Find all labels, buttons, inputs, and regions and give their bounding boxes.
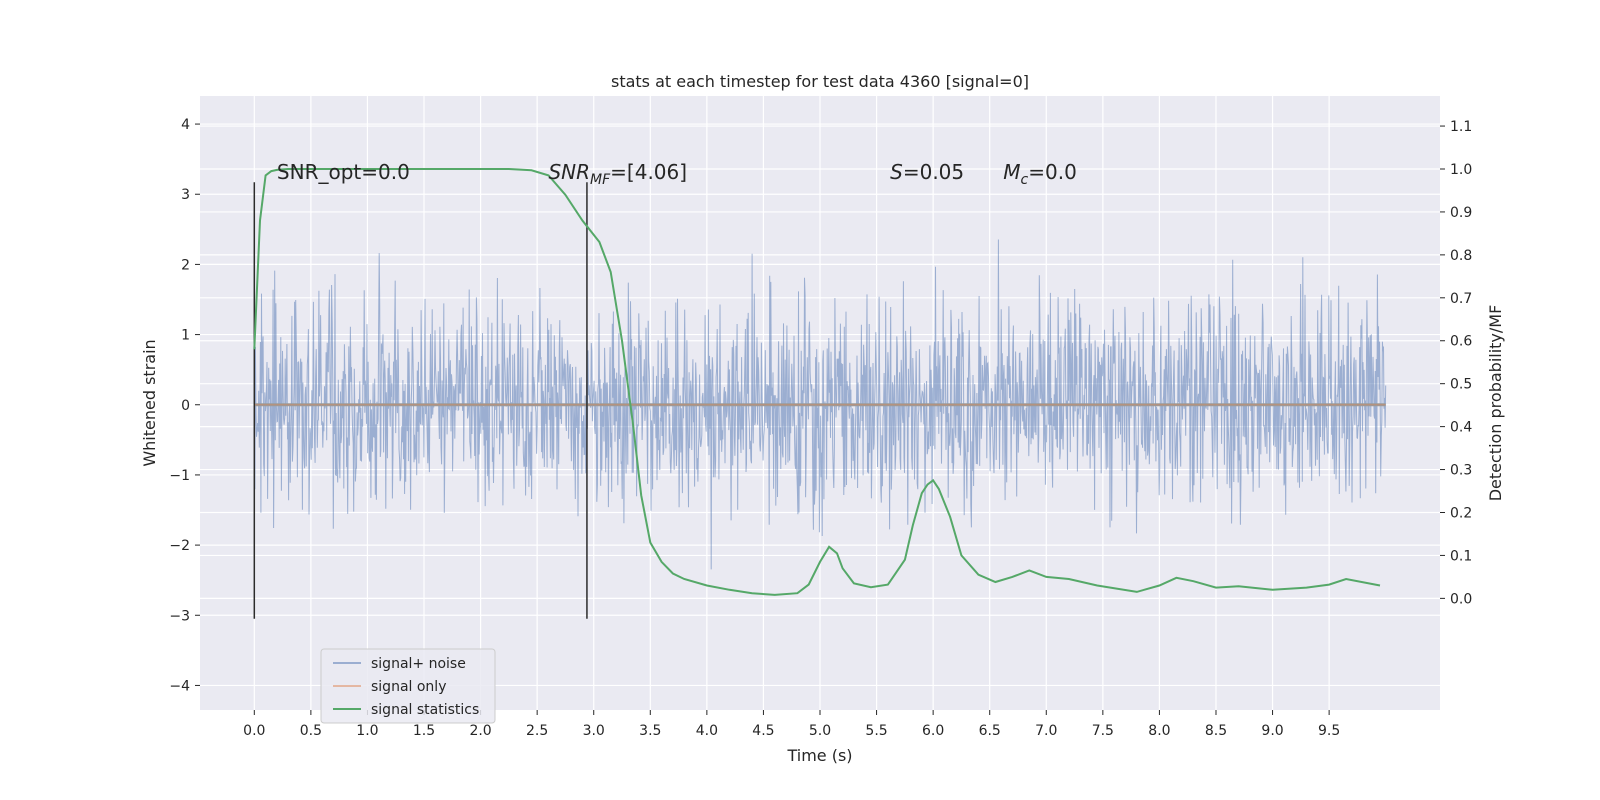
annotation-snr-mf: SNRMF=[4.06] bbox=[548, 160, 687, 188]
x-tick-label: 1.0 bbox=[356, 723, 378, 739]
x-tick-label: 0.5 bbox=[300, 723, 322, 739]
y-right-tick-label: 0.0 bbox=[1450, 591, 1472, 607]
y-tick-label: 1 bbox=[181, 328, 190, 344]
annotation-snr-opt: SNR_opt=0.0 bbox=[277, 160, 410, 184]
legend-box bbox=[320, 648, 496, 724]
x-tick-label: 6.5 bbox=[979, 723, 1001, 739]
statistics-curve bbox=[253, 168, 1381, 596]
y-axis-label: Whitened strain bbox=[140, 339, 159, 466]
x-tick-label: 5.0 bbox=[809, 723, 831, 739]
y-tick-label: 0 bbox=[181, 398, 190, 414]
x-tick-label: 2.5 bbox=[526, 723, 548, 739]
x-tick-label: 4.5 bbox=[752, 723, 774, 739]
y-right-tick-label: 0.9 bbox=[1450, 205, 1472, 221]
y-tick-label: −4 bbox=[169, 678, 190, 694]
y-tick-label: −2 bbox=[169, 538, 190, 554]
legend: signal+ noise signal only signal statist… bbox=[320, 648, 496, 724]
y-right-tick-label: 0.1 bbox=[1450, 548, 1472, 564]
y-right-tick-label: 0.2 bbox=[1450, 505, 1472, 521]
x-axis-label: Time (s) bbox=[786, 746, 852, 765]
x-tick-label: 1.5 bbox=[413, 723, 435, 739]
noise-trace bbox=[253, 239, 1387, 570]
y-right-tick-label: 1.1 bbox=[1450, 119, 1472, 135]
x-tick-label: 9.0 bbox=[1261, 723, 1283, 739]
x-tick-label: 8.5 bbox=[1205, 723, 1227, 739]
legend-label-noise: signal+ noise bbox=[371, 656, 466, 672]
y-tick-label: 3 bbox=[181, 187, 190, 203]
x-tick-label: 4.0 bbox=[696, 723, 718, 739]
chart-title: stats at each timestep for test data 436… bbox=[611, 72, 1029, 91]
legend-label-stats: signal statistics bbox=[371, 702, 479, 718]
y-right-tick-label: 0.7 bbox=[1450, 291, 1472, 307]
x-tick-label: 9.5 bbox=[1318, 723, 1340, 739]
y-right-tick-label: 0.8 bbox=[1450, 248, 1472, 264]
signal-statistics-series bbox=[253, 168, 1381, 596]
noise-series bbox=[253, 239, 1387, 570]
x-axis-ticks: 0.0 0.5 1.0 1.5 2.0 2.5 3.0 3.5 4.0 4.5 5.0 5.5 6.0 6… bbox=[243, 710, 1340, 739]
y-tick-label: 4 bbox=[181, 117, 190, 133]
y-right-tick-label: 0.6 bbox=[1450, 334, 1472, 350]
y-tick-label: −3 bbox=[169, 608, 190, 624]
x-tick-label: 7.0 bbox=[1035, 723, 1057, 739]
x-tick-label: 5.5 bbox=[865, 723, 887, 739]
annotation-mc-value: Mc=0.0 bbox=[1003, 160, 1077, 188]
x-tick-label: 0.0 bbox=[243, 723, 265, 739]
x-tick-label: 6.0 bbox=[922, 723, 944, 739]
y-tick-label: 2 bbox=[181, 257, 190, 273]
legend-label-signal: signal only bbox=[371, 679, 446, 695]
x-tick-label: 2.0 bbox=[469, 723, 491, 739]
y-right-tick-label: 0.5 bbox=[1450, 377, 1472, 393]
y-right-tick-label: 1.0 bbox=[1450, 162, 1472, 178]
x-tick-label: 3.5 bbox=[639, 723, 661, 739]
annotations: SNR_opt=0.0 SNRMF=[4.06] S=0.05 Mc=0.0 bbox=[277, 160, 1077, 188]
y-right-axis-label: Detection probability/MF bbox=[1486, 305, 1505, 502]
vertical-markers bbox=[253, 182, 588, 619]
y-right-axis-ticks: 1.1 1.0 0.9 0.8 0.7 0.6 0.5 0.4 0.3 0.2 0.1 0.0 bbox=[1440, 119, 1472, 607]
x-tick-label: 7.5 bbox=[1092, 723, 1114, 739]
y-axis-ticks: 4 3 2 1 0 −1 −2 −3 −4 bbox=[169, 117, 200, 694]
x-tick-label: 8.0 bbox=[1148, 723, 1170, 739]
x-tick-label: 3.0 bbox=[583, 723, 605, 739]
y-right-tick-label: 0.4 bbox=[1450, 420, 1472, 436]
y-right-tick-label: 0.3 bbox=[1450, 463, 1472, 479]
y-tick-label: −1 bbox=[169, 468, 190, 484]
annotation-s-value: S=0.05 bbox=[890, 160, 964, 184]
